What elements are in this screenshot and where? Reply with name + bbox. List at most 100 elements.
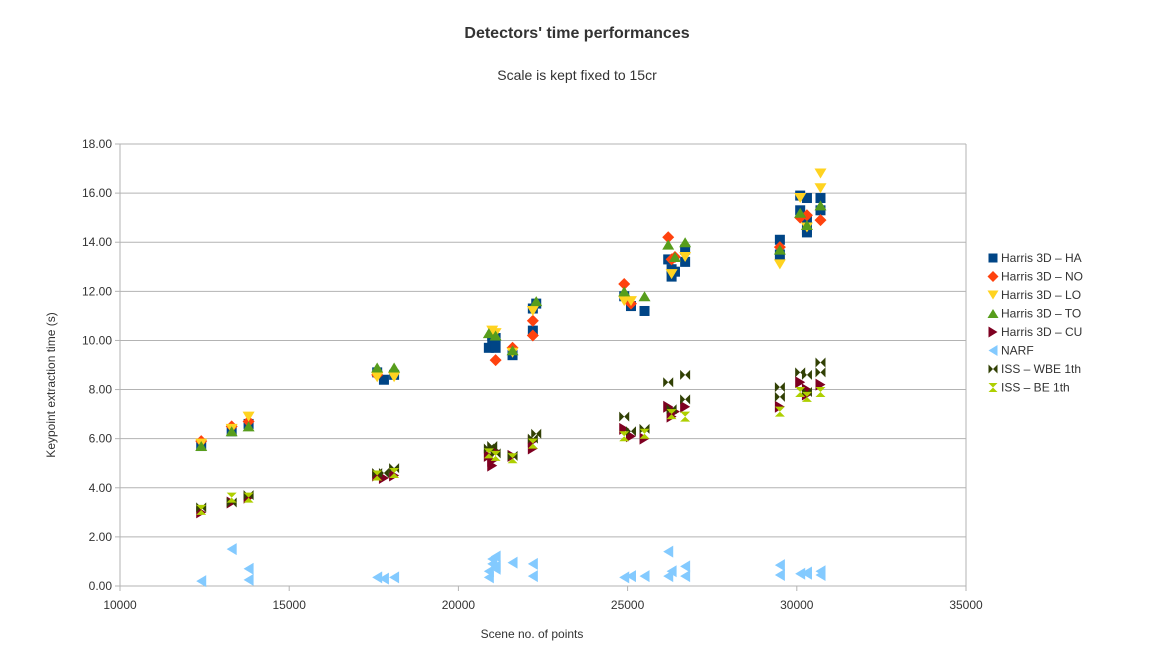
data-point xyxy=(619,411,630,422)
y-tick-label: 12.00 xyxy=(82,284,112,298)
data-point xyxy=(800,209,813,222)
data-point xyxy=(814,214,827,227)
series-4-points xyxy=(195,200,827,452)
data-point xyxy=(680,560,691,573)
legend-marker xyxy=(988,253,998,263)
x-tick-label: 25000 xyxy=(611,598,645,612)
x-tick-label: 10000 xyxy=(103,598,137,612)
y-tick-label: 18.00 xyxy=(82,137,112,151)
data-point xyxy=(487,459,498,472)
data-point xyxy=(490,560,501,573)
data-point xyxy=(371,372,384,383)
legend-entry: Harris 3D – CU xyxy=(988,325,1082,339)
data-point xyxy=(506,345,519,356)
data-point xyxy=(490,342,501,353)
data-point xyxy=(666,409,677,420)
data-point xyxy=(680,244,691,255)
data-point xyxy=(639,305,650,316)
data-point xyxy=(815,193,826,204)
data-point xyxy=(378,572,389,585)
data-point xyxy=(638,291,651,302)
data-point xyxy=(639,428,650,439)
data-point xyxy=(662,239,675,250)
data-point xyxy=(680,400,691,413)
data-point xyxy=(814,183,827,194)
data-point xyxy=(680,411,691,422)
data-point xyxy=(774,382,785,393)
data-point xyxy=(490,450,501,461)
legend-entry: ISS – WBE 1th xyxy=(988,362,1081,376)
legend-marker xyxy=(987,290,999,300)
data-point xyxy=(679,251,692,262)
y-tick-label: 16.00 xyxy=(82,186,112,200)
data-point xyxy=(795,376,806,389)
data-point xyxy=(242,411,255,422)
x-tick-label: 15000 xyxy=(273,598,307,612)
data-point xyxy=(225,426,238,437)
legend-label: Harris 3D – LO xyxy=(1001,288,1081,302)
y-tick-label: 4.00 xyxy=(89,481,113,495)
y-axis-title: Keypoint extraction time (s) xyxy=(44,312,58,457)
y-tick-label: 14.00 xyxy=(82,235,112,249)
data-point xyxy=(242,421,255,432)
x-tick-label: 35000 xyxy=(949,598,983,612)
data-point xyxy=(666,565,677,578)
data-point xyxy=(795,567,806,580)
data-point xyxy=(618,277,631,290)
data-point xyxy=(625,426,636,437)
data-point xyxy=(774,559,785,572)
data-point xyxy=(226,543,237,556)
y-tick-label: 2.00 xyxy=(89,530,113,544)
data-point xyxy=(482,328,495,339)
legend-marker xyxy=(988,383,998,392)
legend-marker xyxy=(987,271,999,282)
data-point xyxy=(196,575,207,588)
data-point xyxy=(679,237,692,248)
legend-entry: NARF xyxy=(988,344,1034,358)
series-8-points xyxy=(196,387,826,515)
x-axis-title: Scene no. of points xyxy=(481,627,584,641)
axes: 0.00 2.00 4.00 6.00 8.00 10.00 12.00 14.00 16.00… xyxy=(82,137,983,612)
data-point xyxy=(625,570,636,583)
data-point xyxy=(662,231,675,244)
chart-subtitle: Scale is kept fixed to 15cr xyxy=(497,67,657,83)
data-point xyxy=(774,568,785,581)
data-point xyxy=(489,330,502,341)
data-point xyxy=(388,362,401,373)
legend-marker xyxy=(988,345,998,356)
data-point xyxy=(531,428,542,439)
data-point xyxy=(814,168,827,179)
data-point xyxy=(243,573,254,586)
data-point xyxy=(795,387,806,398)
data-point xyxy=(815,367,826,378)
y-tick-label: 10.00 xyxy=(82,333,112,347)
data-point xyxy=(489,354,502,367)
data-point xyxy=(815,357,826,368)
data-point xyxy=(624,296,637,307)
data-point xyxy=(372,470,383,481)
data-point xyxy=(507,453,518,464)
data-point xyxy=(196,504,207,515)
data-point xyxy=(801,391,812,402)
x-tick-label: 20000 xyxy=(442,598,476,612)
data-point xyxy=(526,305,539,316)
legend-entry: Harris 3D – LO xyxy=(987,288,1081,302)
data-point xyxy=(801,369,812,380)
data-point xyxy=(800,220,813,231)
data-point xyxy=(814,200,827,211)
data-point xyxy=(371,362,384,373)
series-6-points xyxy=(196,543,826,588)
data-point xyxy=(243,492,254,503)
data-point xyxy=(663,545,674,558)
legend: Harris 3D – HA Harris 3D – NO Harris 3D – … xyxy=(987,251,1083,395)
legend-entry: Harris 3D – TO xyxy=(987,307,1081,321)
data-point xyxy=(490,550,501,563)
y-tick-label: 0.00 xyxy=(89,579,113,593)
legend-label: Harris 3D – NO xyxy=(1001,270,1083,284)
x-tick-label: 30000 xyxy=(780,598,814,612)
data-point xyxy=(680,570,691,583)
data-point xyxy=(226,492,237,503)
data-point xyxy=(665,269,678,280)
